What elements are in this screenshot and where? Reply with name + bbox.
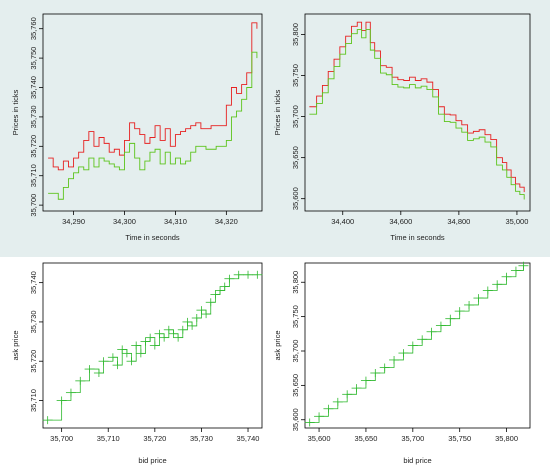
x-tick-label: 35,600 bbox=[308, 434, 331, 443]
x-tick-label: 35,650 bbox=[354, 434, 377, 443]
y-tick-label: 35,730 bbox=[29, 105, 38, 128]
x-tick-label: 35,000 bbox=[505, 217, 528, 226]
chart-panel-4: 35,600 35,650 35,700 35,750 35,800 35,600 35,6… bbox=[273, 261, 531, 465]
y-tick-label: 35,700 bbox=[29, 194, 38, 217]
chart-panel-3: 35,700 35,710 35,720 35,730 35,740 35,710 35,7… bbox=[11, 262, 263, 465]
y-tick-label: 35,650 bbox=[291, 146, 300, 169]
x-tick-label: 35,710 bbox=[97, 434, 120, 443]
y-tick-label: 35,720 bbox=[29, 135, 38, 158]
x-tick-label: 35,700 bbox=[50, 434, 73, 443]
series-line-bid bbox=[309, 29, 525, 200]
y-tick-label: 35,700 bbox=[291, 340, 300, 363]
series-line-ask bbox=[48, 22, 258, 171]
y-tick-label: 35,600 bbox=[291, 187, 300, 210]
x-axis-title: bid price bbox=[403, 456, 431, 465]
x-tick-label: 34,300 bbox=[113, 217, 136, 226]
y-tick-label: 35,710 bbox=[29, 164, 38, 187]
x-tick-label: 35,720 bbox=[143, 434, 166, 443]
x-axis-title: Time in seconds bbox=[390, 233, 445, 242]
y-tick-label: 35,740 bbox=[29, 76, 38, 99]
plot-frame bbox=[304, 13, 531, 212]
chart-panel-2: 34,400 34,600 34,800 35,000 35,600 35,650 35,7… bbox=[273, 13, 531, 242]
x-tick-label: 34,400 bbox=[331, 217, 354, 226]
chart-panel-1: 34,290 34,300 34,310 34,320 35,700 35,710 35,7… bbox=[11, 13, 263, 242]
x-axis-title: bid price bbox=[138, 456, 166, 465]
x-tick-label: 34,600 bbox=[389, 217, 412, 226]
y-axis-title: Prices in ticks bbox=[273, 89, 282, 135]
x-axis-title: Time in seconds bbox=[125, 233, 180, 242]
y-tick-label: 35,750 bbox=[291, 305, 300, 328]
x-tick-label: 34,310 bbox=[164, 217, 187, 226]
y-tick-label: 35,760 bbox=[29, 17, 38, 40]
x-tick-label: 35,730 bbox=[190, 434, 213, 443]
y-tick-label: 35,720 bbox=[29, 350, 38, 373]
y-tick-label: 35,700 bbox=[291, 105, 300, 128]
x-tick-label: 34,290 bbox=[62, 217, 85, 226]
series-line-bid bbox=[48, 51, 258, 200]
plot-frame bbox=[42, 13, 263, 212]
x-tick-label: 35,740 bbox=[237, 434, 260, 443]
y-tick-label: 35,800 bbox=[291, 271, 300, 294]
y-tick-label: 35,600 bbox=[291, 408, 300, 431]
y-tick-label: 35,800 bbox=[291, 23, 300, 46]
y-tick-label: 35,650 bbox=[291, 374, 300, 397]
x-tick-label: 35,750 bbox=[448, 434, 471, 443]
y-tick-label: 35,750 bbox=[29, 47, 38, 70]
x-tick-label: 35,800 bbox=[495, 434, 518, 443]
x-tick-label: 35,700 bbox=[401, 434, 424, 443]
y-axis-title: Prices in ticks bbox=[11, 89, 20, 135]
y-tick-label: 35,710 bbox=[29, 389, 38, 412]
y-axis-title: ask price bbox=[273, 330, 282, 360]
x-tick-label: 34,800 bbox=[447, 217, 470, 226]
y-axis-title: ask price bbox=[11, 330, 20, 360]
y-tick-label: 35,730 bbox=[29, 310, 38, 333]
y-tick-label: 35,750 bbox=[291, 64, 300, 87]
y-tick-label: 35,740 bbox=[29, 271, 38, 294]
x-tick-label: 34,320 bbox=[215, 217, 238, 226]
